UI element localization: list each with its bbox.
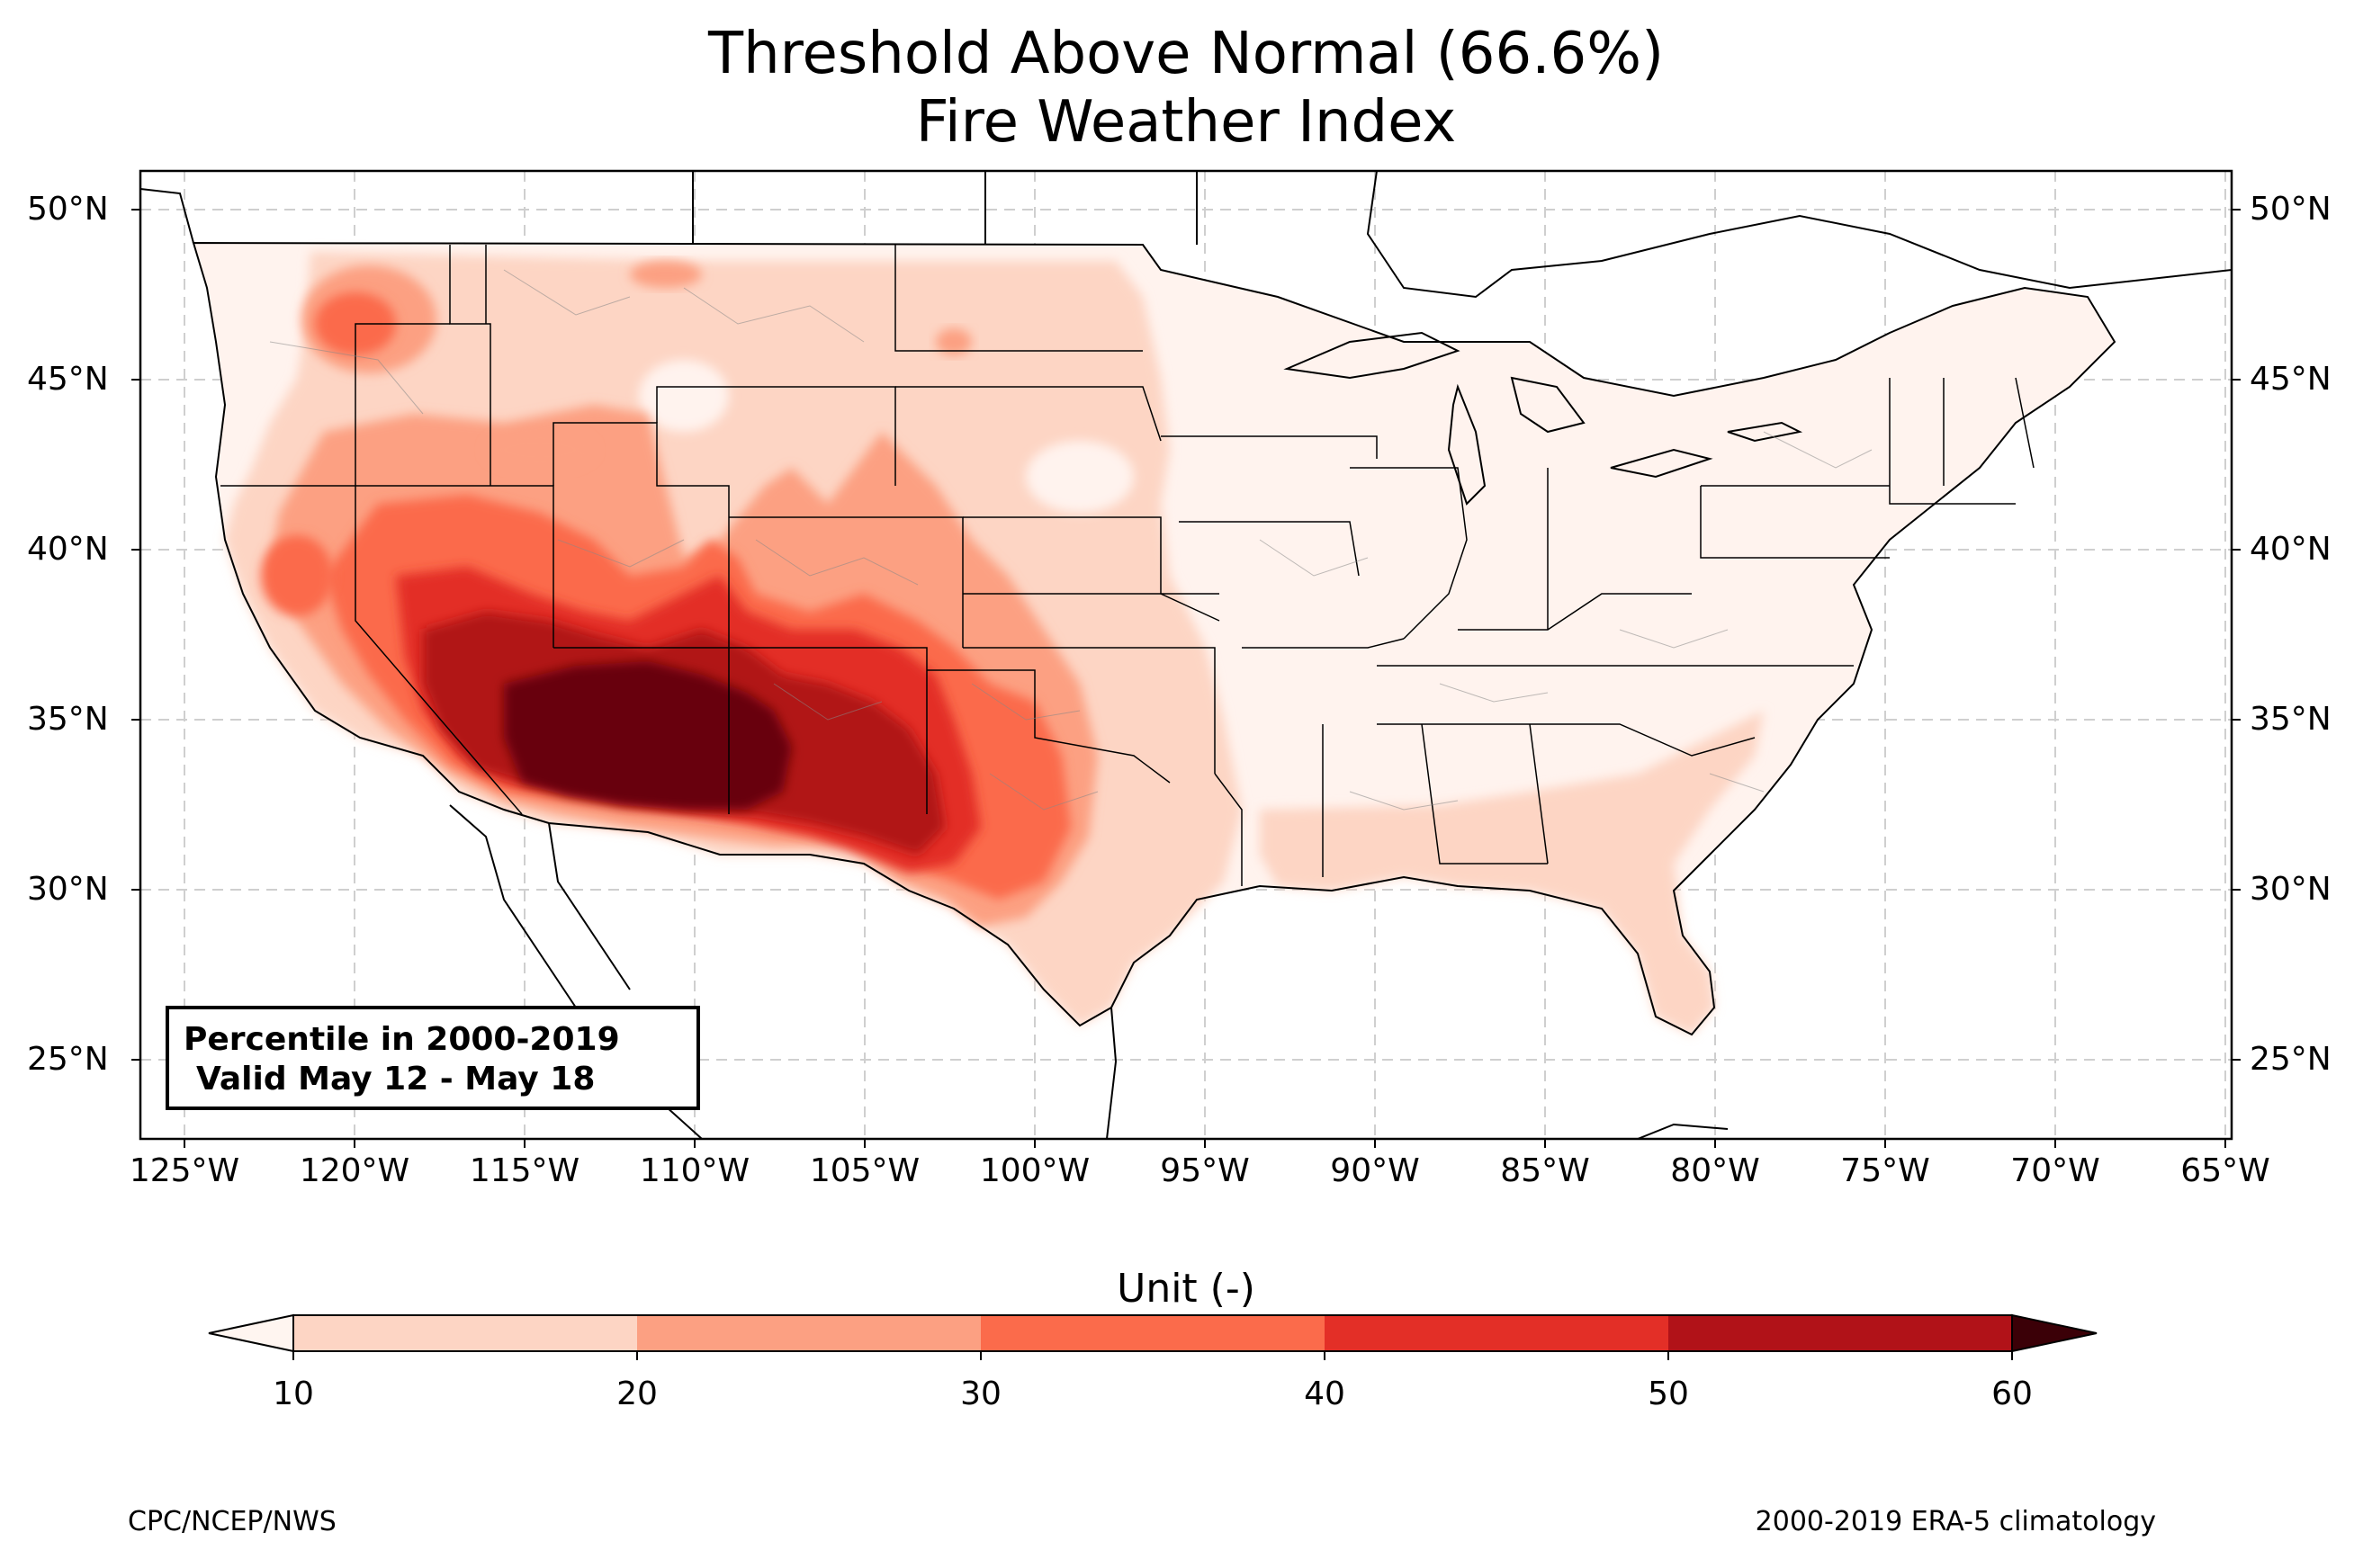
lon-label: 65°W bbox=[2180, 1152, 2270, 1189]
colorbar-tick-label: 60 bbox=[1991, 1375, 2033, 1412]
lon-label: 115°W bbox=[469, 1152, 580, 1189]
colorbar-title: Unit (-) bbox=[1117, 1266, 1255, 1312]
lon-label: 120°W bbox=[299, 1152, 410, 1189]
lat-label-left: 25°N bbox=[27, 1041, 109, 1078]
colorbar-tick-label: 30 bbox=[960, 1375, 1002, 1412]
lon-label: 85°W bbox=[1500, 1152, 1590, 1189]
colorbar-segment-4 bbox=[1325, 1315, 1668, 1351]
colorbar-segment-1 bbox=[293, 1315, 637, 1351]
lat-label-left: 40°N bbox=[27, 531, 109, 568]
credit-climatology: 2000-2019 ERA-5 climatology bbox=[1755, 1506, 2156, 1537]
lon-label: 80°W bbox=[1670, 1152, 1760, 1189]
map-title-line-2: Fire Weather Index bbox=[915, 89, 1457, 156]
colorbar-over-arrow bbox=[2011, 1313, 2098, 1353]
lon-label: 95°W bbox=[1160, 1152, 1250, 1189]
validity-info-box: Percentile in 2000-2019 Valid May 12 - M… bbox=[166, 1006, 700, 1110]
lon-label: 100°W bbox=[979, 1152, 1091, 1189]
county-borders bbox=[269, 269, 1873, 811]
colorbar-segment-2 bbox=[637, 1315, 981, 1351]
lat-label-right: 35°N bbox=[2250, 701, 2332, 738]
lat-label-right: 30°N bbox=[2250, 871, 2332, 908]
lon-label: 110°W bbox=[639, 1152, 750, 1189]
info-box-line-2: Valid May 12 - May 18 bbox=[196, 1061, 596, 1098]
lat-label-left: 50°N bbox=[27, 191, 109, 228]
lat-label-right: 45°N bbox=[2250, 361, 2332, 398]
credit-source: CPC/NCEP/NWS bbox=[128, 1506, 337, 1537]
lat-label-left: 45°N bbox=[27, 361, 109, 398]
state-borders bbox=[220, 245, 2035, 886]
colorbar-under-arrow bbox=[208, 1313, 294, 1353]
contour-over-60 bbox=[504, 661, 792, 810]
lat-label-left: 35°N bbox=[27, 701, 109, 738]
colorbar-segment-5 bbox=[1668, 1315, 2012, 1351]
us-outline bbox=[192, 241, 2116, 1036]
colorbar-tick-label: 50 bbox=[1648, 1375, 1689, 1412]
lon-label: 125°W bbox=[129, 1152, 240, 1189]
lat-label-right: 50°N bbox=[2250, 191, 2332, 228]
colorbar-segment-3 bbox=[981, 1315, 1325, 1351]
lon-label: 105°W bbox=[809, 1152, 921, 1189]
lat-label-left: 30°N bbox=[27, 871, 109, 908]
outlines bbox=[140, 171, 2232, 1139]
colorbar-tick-label: 40 bbox=[1304, 1375, 1345, 1412]
lat-label-right: 25°N bbox=[2250, 1041, 2332, 1078]
lat-label-right: 40°N bbox=[2250, 531, 2332, 568]
lon-label: 90°W bbox=[1330, 1152, 1420, 1189]
axis-ticks bbox=[131, 209, 2241, 1148]
map-frame bbox=[139, 169, 2233, 1141]
colorbar-tick-label: 20 bbox=[616, 1375, 658, 1412]
colorbar-tick-label: 10 bbox=[273, 1375, 314, 1412]
lon-label: 70°W bbox=[2010, 1152, 2100, 1189]
info-box-line-1: Percentile in 2000-2019 bbox=[184, 1021, 620, 1058]
lon-label: 75°W bbox=[1840, 1152, 1930, 1189]
colorbar bbox=[208, 1313, 2098, 1360]
map-title-line-1: Threshold Above Normal (66.6%) bbox=[707, 21, 1665, 87]
